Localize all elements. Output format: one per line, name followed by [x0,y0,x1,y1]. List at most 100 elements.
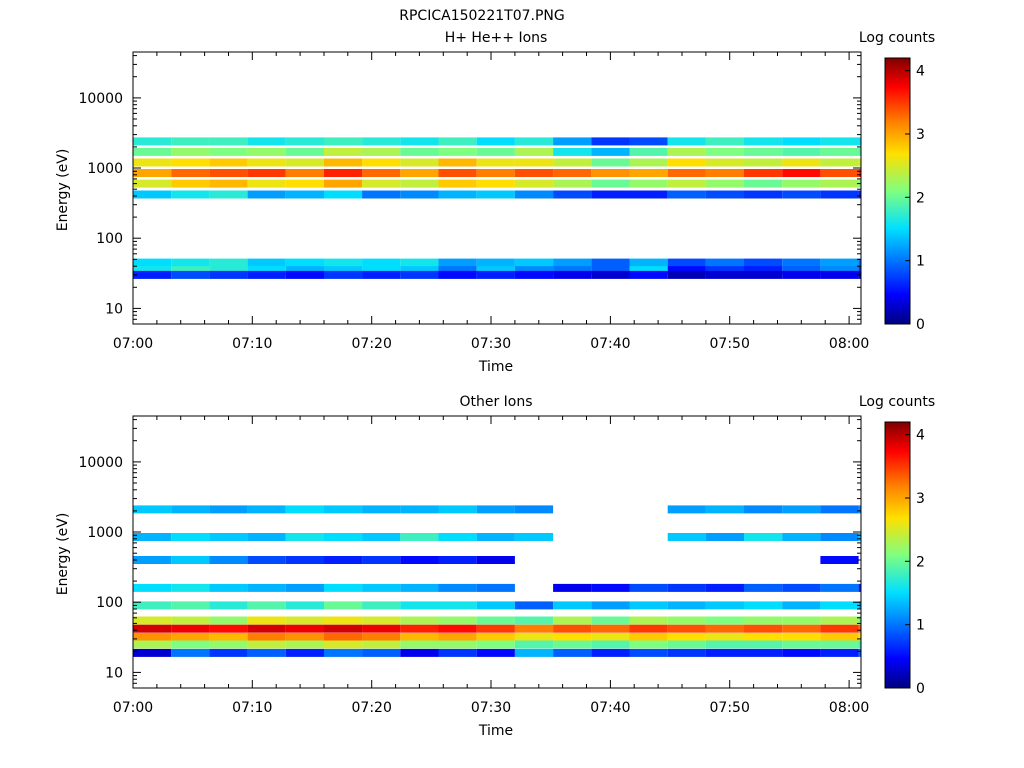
heatmap-cell [782,169,821,177]
heatmap-cell [209,266,248,275]
heatmap-cells [133,137,861,279]
heatmap-cell [476,556,515,564]
heatmap-cell [362,169,401,177]
heatmap-cell [285,556,324,564]
heatmap-cell [324,583,363,592]
heatmap-cell [820,137,859,146]
colorbar-tick-label: 2 [916,190,925,206]
heatmap-cell [553,137,592,146]
heatmap-cell [858,533,861,541]
heatmap-cell [285,624,324,633]
heatmap-cell [362,533,401,541]
heatmap-cell [667,190,706,199]
heatmap-cell [858,158,861,167]
heatmap-cell [247,190,286,199]
heatmap-cell [285,505,324,514]
x-tick-label: 08:00 [829,336,869,352]
heatmap-cell [591,624,630,633]
plot-frame [132,51,862,325]
heatmap-cell [476,258,515,267]
heatmap-cell [553,258,592,267]
heatmap-cell [324,616,363,625]
heatmap-cell [667,648,706,657]
heatmap-cell [285,270,324,279]
heatmap-cell [209,505,248,514]
heatmap-cell [476,648,515,657]
heatmap-cell [362,258,401,267]
x-tick-label: 07:40 [590,336,630,352]
heatmap-cell [820,601,859,610]
heatmap-cell [133,624,172,633]
heatmap-cell [705,601,745,610]
colorbar-tick-label: 1 [916,618,925,634]
heatmap-cell [820,616,859,625]
heatmap-cell [782,190,821,199]
heatmap-cell [362,190,401,199]
panel-title: H+ He++ Ions [445,30,548,46]
heatmap-cell [133,633,172,641]
heatmap-cell [362,158,401,167]
heatmap-cell [591,147,630,156]
heatmap-cell [553,147,592,156]
heatmap-cell [820,179,859,188]
heatmap-cell [171,169,210,177]
heatmap-cell [324,258,363,267]
x-axis-label: Time [478,723,513,739]
heatmap-cell [438,266,477,275]
heatmap-cell [744,601,783,610]
heatmap-cell [171,533,210,541]
x-tick-label: 07:30 [471,700,511,716]
heatmap-cells [133,505,861,657]
heatmap-cell [782,533,821,541]
x-tick-label: 07:00 [113,700,153,716]
heatmap-cell [209,648,248,657]
x-axis-label: Time [478,359,513,375]
heatmap-cell [171,601,210,610]
heatmap-cell [705,648,745,657]
heatmap-cell [705,147,745,156]
heatmap-cell [247,147,286,156]
heatmap-cell [438,648,477,657]
heatmap-cell [133,583,172,592]
heatmap-cell [209,601,248,610]
heatmap-cell [782,179,821,188]
heatmap-cell [705,270,745,279]
heatmap-cell [400,640,439,649]
heatmap-cell [171,583,210,592]
heatmap-cell [133,190,172,199]
heatmap-cell [476,533,515,541]
heatmap-cell [400,556,439,564]
heatmap-cell [133,258,172,267]
heatmap-cell [591,137,630,146]
panel-h-he-ions: H+ He++ Ions Log counts Time Energy (eV)… [55,30,935,375]
heatmap-cell [476,169,515,177]
heatmap-cell [667,583,706,592]
heatmap-cell [324,640,363,649]
heatmap-cell [476,601,515,610]
heatmap-cell [476,624,515,633]
heatmap-cell [400,147,439,156]
heatmap-cell [438,169,477,177]
heatmap-cell [820,624,859,633]
heatmap-cell [324,624,363,633]
heatmap-cell [247,633,286,641]
heatmap-cell [744,158,783,167]
heatmap-cell [858,624,861,633]
heatmap-cell [591,169,630,177]
heatmap-cell [133,601,172,610]
heatmap-cell [476,158,515,167]
heatmap-cell [858,258,861,267]
heatmap-cell [362,583,401,592]
heatmap-cell [171,624,210,633]
heatmap-cell [285,266,324,275]
heatmap-cell [858,505,861,514]
colorbar-scale [884,421,911,689]
heatmap-cell [667,137,706,146]
y-tick-label: 10000 [78,455,123,471]
heatmap-cell [247,533,286,541]
heatmap-cell [858,266,861,275]
heatmap-cell [782,158,821,167]
heatmap-cell [591,266,630,275]
heatmap-cell [629,179,668,188]
heatmap-cell [362,137,401,146]
